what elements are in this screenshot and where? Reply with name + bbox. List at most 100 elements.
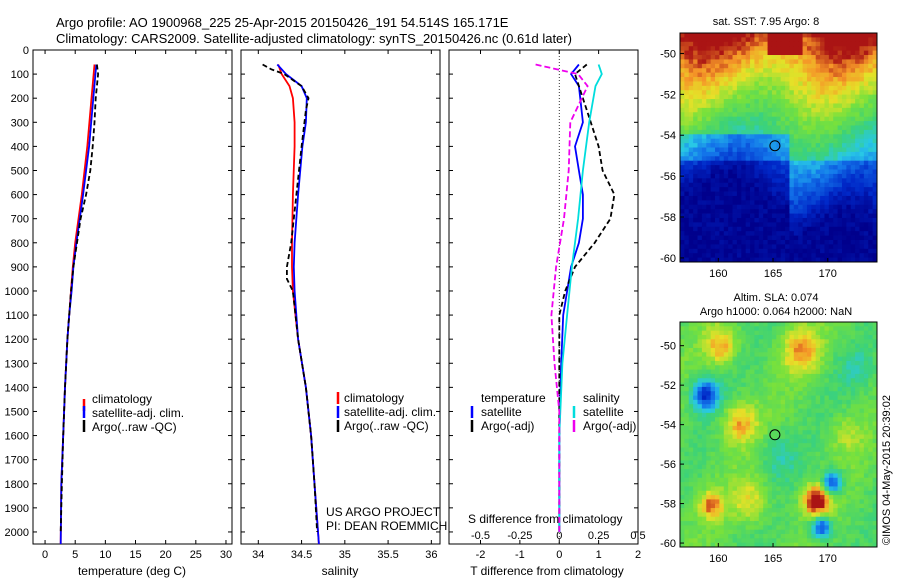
map-cell <box>684 404 690 409</box>
map-cell <box>841 72 847 78</box>
map-cell <box>723 129 729 135</box>
map-cell <box>680 200 685 206</box>
map-cell <box>855 542 860 547</box>
map-cell <box>767 508 773 513</box>
map-cell <box>789 253 795 258</box>
map-cell <box>859 213 865 219</box>
map-cell <box>767 165 773 170</box>
map-cell <box>732 213 738 219</box>
map-cell <box>771 529 777 535</box>
map-cell <box>754 195 760 201</box>
map-cell <box>776 473 782 479</box>
map-cell <box>841 68 847 74</box>
map-cell <box>859 33 865 38</box>
map-cell <box>837 529 843 535</box>
map-cell <box>684 178 690 184</box>
map-cell <box>815 352 821 358</box>
map-cell <box>710 521 716 526</box>
map-cell <box>815 253 821 258</box>
map-cell <box>680 59 685 65</box>
map-cell <box>706 451 712 457</box>
map-cell <box>850 63 856 69</box>
map-cell <box>837 421 843 427</box>
map-cell <box>793 81 799 87</box>
map-cell <box>732 248 738 254</box>
map-cell <box>706 231 712 236</box>
map-cell <box>750 490 755 496</box>
map-cell <box>859 248 865 254</box>
map-cell <box>846 37 852 43</box>
map-cell <box>736 226 742 232</box>
map-cell <box>872 404 877 409</box>
map-cell <box>820 404 825 409</box>
map-cell <box>745 382 751 388</box>
map-cell <box>872 508 877 513</box>
map-cell <box>719 486 725 492</box>
map-cell <box>715 107 720 113</box>
map-cell <box>820 121 825 126</box>
map-cell <box>841 33 847 38</box>
map-cell <box>763 182 768 188</box>
map-cell <box>719 529 725 535</box>
map-cell <box>693 443 698 448</box>
map-cell <box>763 473 768 479</box>
map-cell <box>850 169 856 175</box>
map-cell <box>754 525 760 531</box>
map-cell <box>680 482 685 487</box>
map-cell <box>820 129 825 135</box>
map-cell <box>855 473 860 479</box>
map-cell <box>828 151 834 157</box>
map-cell <box>680 378 685 383</box>
map-cell <box>745 369 751 375</box>
map-cell <box>710 103 716 109</box>
map-cell <box>741 421 747 427</box>
map-cell <box>767 443 773 448</box>
map-cell <box>806 499 812 505</box>
map-cell <box>872 121 877 126</box>
map-cell <box>767 378 773 383</box>
map-cell <box>837 339 843 345</box>
map-cell <box>780 46 786 52</box>
map-cell <box>811 209 817 214</box>
map-cell <box>776 512 782 518</box>
map-cell <box>793 516 799 522</box>
map-cell <box>758 33 764 38</box>
map-cell <box>754 404 760 409</box>
map-cell <box>789 365 795 370</box>
map-cell <box>780 521 786 526</box>
map-cell <box>789 134 795 140</box>
map-cell <box>688 542 694 547</box>
map-cell <box>841 425 847 431</box>
map-cell <box>754 134 760 140</box>
map-cell <box>758 81 764 87</box>
map-cell <box>806 395 812 401</box>
map-cell <box>820 516 825 522</box>
map-cell <box>715 253 720 258</box>
map-cell <box>745 160 751 166</box>
map-cell <box>745 253 751 258</box>
map-cell <box>815 534 821 539</box>
map-cell <box>736 72 742 78</box>
map-cell <box>833 200 838 206</box>
map-cell <box>741 77 747 82</box>
map-cell <box>780 352 786 358</box>
map-cell <box>688 116 694 122</box>
map-cell <box>771 125 777 131</box>
map-cell <box>833 525 838 531</box>
map-cell <box>872 373 877 379</box>
map-cell <box>767 460 773 466</box>
map-cell <box>710 499 716 505</box>
map-cell <box>833 512 838 518</box>
map-cell <box>824 451 830 457</box>
map-cell <box>846 94 852 100</box>
map-cell <box>771 490 777 496</box>
map-cell <box>785 165 790 170</box>
map-cell <box>750 257 755 262</box>
map-cell <box>706 187 712 192</box>
map-cell <box>841 178 847 184</box>
map-cell <box>833 373 838 379</box>
map-cell <box>846 248 852 254</box>
map-cell <box>824 169 830 175</box>
map-cell <box>688 46 694 52</box>
map-cell <box>806 495 812 500</box>
